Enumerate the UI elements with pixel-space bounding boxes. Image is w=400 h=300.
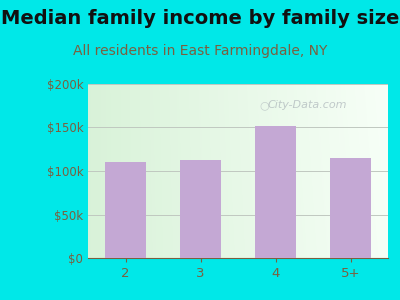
Bar	[255, 126, 296, 258]
Bar	[330, 158, 371, 258]
Text: ○: ○	[259, 100, 269, 110]
Text: All residents in East Farmingdale, NY: All residents in East Farmingdale, NY	[73, 44, 327, 58]
Text: City-Data.com: City-Data.com	[268, 100, 348, 110]
Bar	[180, 160, 221, 258]
Text: Median family income by family size: Median family income by family size	[1, 9, 399, 28]
Bar	[105, 162, 146, 258]
